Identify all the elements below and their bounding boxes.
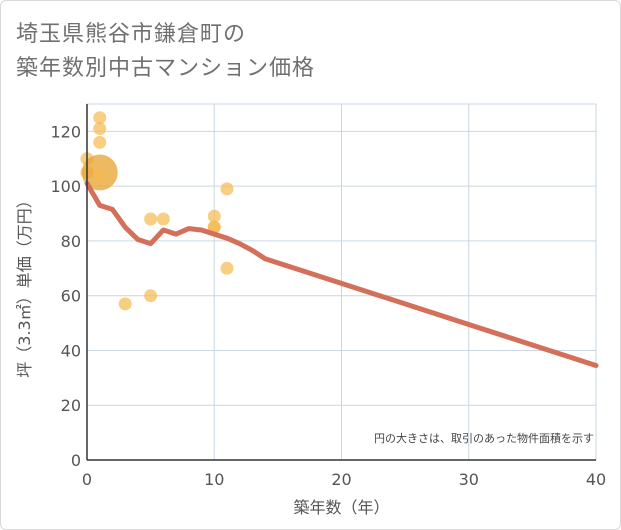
y-tick-label: 40: [61, 341, 81, 360]
size-note: 円の大きさは、取引のあった物件面積を示す: [374, 431, 594, 445]
scatter-points: [80, 111, 234, 311]
scatter-point: [156, 212, 170, 226]
scatter-point: [220, 261, 234, 275]
scatter-point: [93, 122, 107, 136]
scatter-point: [93, 168, 107, 182]
trend-line: [84, 180, 599, 369]
x-tick-label: 20: [331, 470, 351, 489]
y-tick-label: 20: [61, 396, 81, 415]
x-tick-label: 40: [586, 470, 606, 489]
scatter-point: [144, 289, 158, 303]
y-tick-label: 120: [50, 122, 81, 141]
scatter-point: [207, 209, 221, 223]
scatter-point: [93, 111, 107, 125]
scatter-point: [93, 135, 107, 149]
scatter-point: [118, 297, 132, 311]
y-tick-label: 60: [61, 287, 81, 306]
y-tick-label: 0: [71, 451, 81, 470]
chart-title-line1: 埼玉県熊谷市鎌倉町の: [16, 22, 247, 47]
scatter-point: [144, 212, 158, 226]
scatter-point: [220, 182, 234, 196]
chart-title-line2: 築年数別中古マンション価格: [16, 56, 316, 81]
x-tick-label: 30: [459, 470, 479, 489]
x-tick-label: 10: [204, 470, 224, 489]
x-tick-label: 0: [82, 470, 92, 489]
y-axis-label: 坪（3.3㎡）単価（万円）: [15, 192, 34, 377]
trend-line-group: [84, 180, 599, 369]
y-tick-label: 80: [61, 232, 81, 251]
x-axis-label: 築年数（年）: [293, 498, 389, 517]
y-tick-label: 100: [50, 177, 81, 196]
tick-labels: 0 20 40 60 80 100 120 0 10 20 30 40: [50, 122, 606, 489]
axes: [86, 104, 596, 461]
